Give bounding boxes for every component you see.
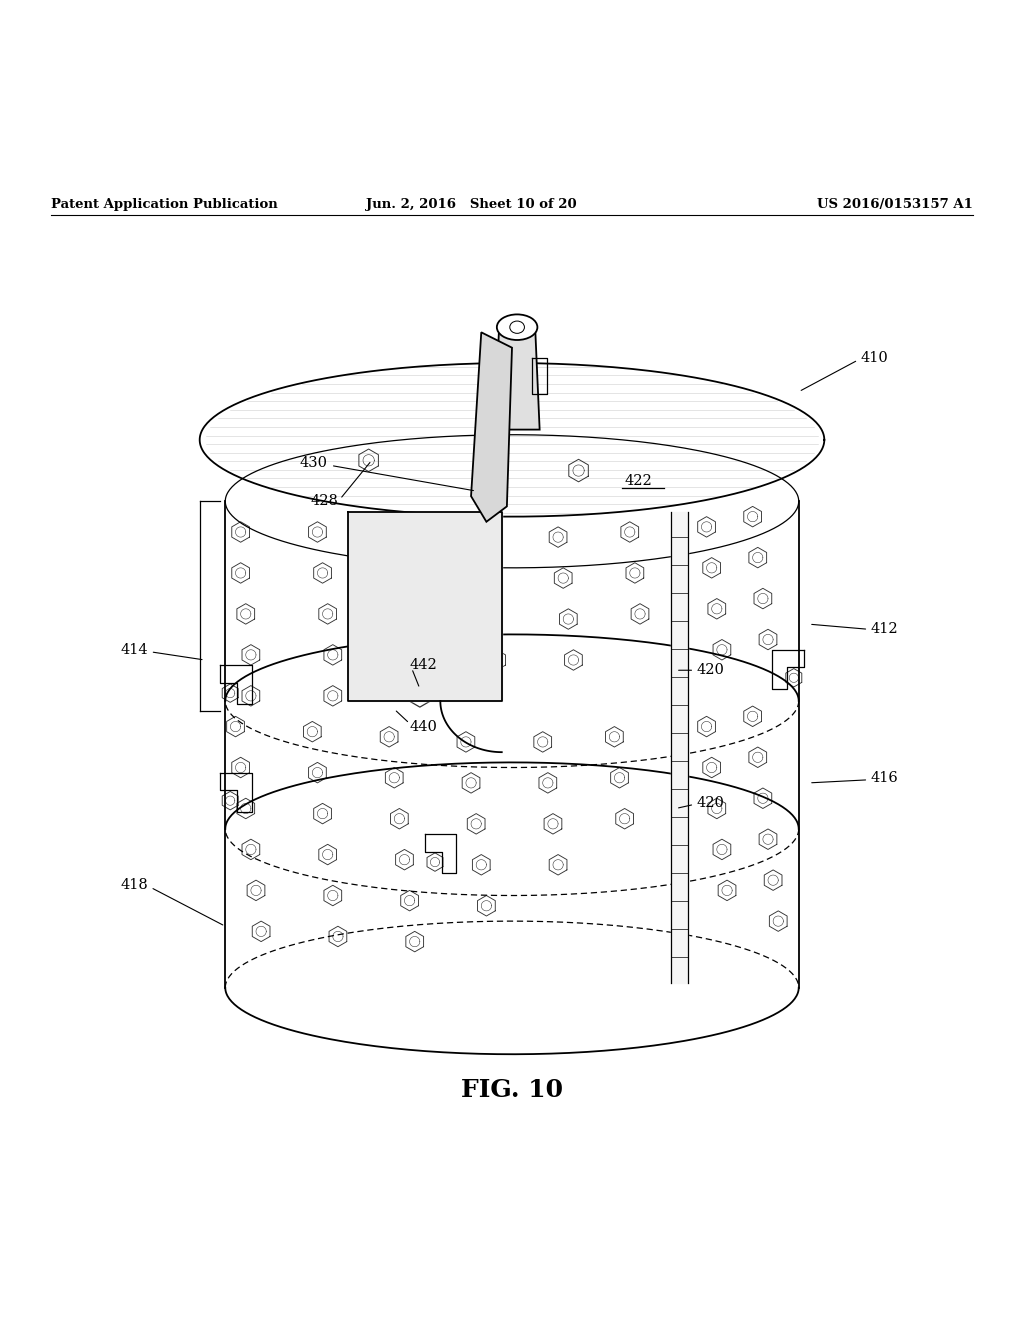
- Text: 422: 422: [625, 474, 652, 488]
- Text: 420: 420: [696, 663, 724, 677]
- Text: 428: 428: [310, 494, 338, 508]
- Text: 420: 420: [696, 796, 724, 810]
- Text: 430: 430: [300, 457, 328, 470]
- Polygon shape: [200, 363, 824, 516]
- Polygon shape: [471, 333, 512, 521]
- Ellipse shape: [497, 314, 538, 341]
- Text: 440: 440: [410, 719, 437, 734]
- Text: 418: 418: [121, 878, 148, 892]
- Text: 412: 412: [870, 622, 898, 636]
- Polygon shape: [348, 512, 502, 701]
- Ellipse shape: [510, 321, 524, 334]
- Text: 442: 442: [410, 659, 437, 672]
- Text: US 2016/0153157 A1: US 2016/0153157 A1: [817, 198, 973, 211]
- Polygon shape: [225, 502, 799, 987]
- Polygon shape: [671, 512, 688, 982]
- Polygon shape: [495, 327, 540, 429]
- Text: 414: 414: [121, 643, 148, 657]
- Text: Jun. 2, 2016   Sheet 10 of 20: Jun. 2, 2016 Sheet 10 of 20: [366, 198, 577, 211]
- Text: Patent Application Publication: Patent Application Publication: [51, 198, 278, 211]
- Text: 410: 410: [860, 351, 888, 364]
- Text: FIG. 10: FIG. 10: [461, 1078, 563, 1102]
- Text: 416: 416: [870, 771, 898, 785]
